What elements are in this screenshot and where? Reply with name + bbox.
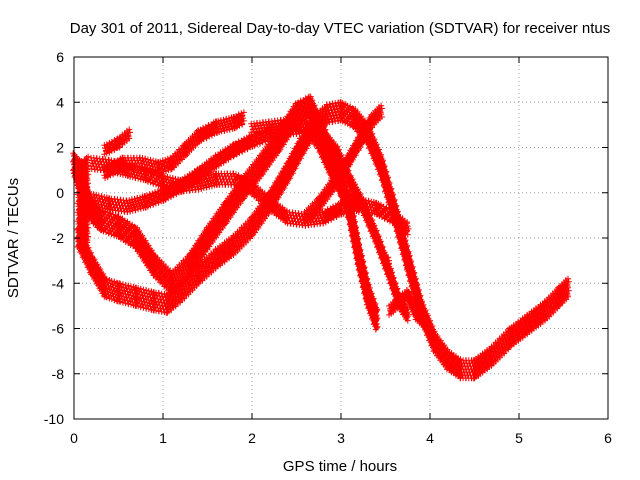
y-tick-label: -8 (52, 366, 65, 382)
data-point-cluster (79, 153, 92, 253)
data-point-cluster (266, 195, 292, 227)
data-point-cluster (248, 179, 274, 213)
y-tick-label: -6 (52, 321, 65, 337)
y-tick-label: -4 (52, 275, 65, 291)
data-point-cluster (266, 160, 292, 214)
series-9 (384, 254, 392, 267)
x-tick-label: 3 (337, 430, 345, 446)
data-point-cluster (194, 118, 221, 145)
series-4 (101, 109, 247, 181)
x-tick-label: 4 (426, 430, 434, 446)
data-point-cluster (150, 252, 176, 297)
series-10 (74, 153, 92, 253)
x-tick-label: 1 (159, 430, 167, 446)
data-point-cluster (372, 199, 399, 227)
axis-ticks: 0 1 2 3 4 5 6 -10 -8 -6 -4 -2 0 2 4 6 (44, 49, 612, 446)
data-point-cluster (132, 224, 158, 279)
data-point-cluster (203, 199, 230, 252)
y-tick-label: 4 (56, 94, 64, 110)
chart-title: Day 301 of 2011, Sidereal Day-to-day VTE… (70, 20, 611, 37)
series-5 (248, 116, 363, 215)
data-point-cluster (141, 186, 167, 211)
x-axis-label: GPS time / hours (283, 458, 397, 475)
series-6 (101, 126, 133, 158)
y-axis-label: SDTVAR / TECUs (5, 178, 22, 298)
data-point-cluster (114, 213, 141, 252)
x-tick-label: 0 (70, 430, 78, 446)
series-3 (88, 154, 412, 238)
plot-data (70, 93, 572, 382)
x-tick-label: 2 (248, 430, 256, 446)
y-tick-label: -2 (52, 230, 65, 246)
y-tick-label: 2 (56, 140, 64, 156)
series-7 (301, 102, 385, 227)
data-point-cluster (114, 126, 133, 151)
data-point-cluster (488, 325, 514, 368)
data-point-cluster (368, 102, 385, 129)
data-point-cluster (390, 209, 412, 238)
series-1 (74, 99, 572, 382)
data-point-cluster (230, 170, 256, 197)
data-point-cluster (230, 109, 247, 132)
data-point-cluster (384, 254, 392, 267)
data-point-cluster (412, 307, 430, 332)
data-point-cluster (403, 248, 425, 323)
data-point-cluster (555, 275, 572, 309)
x-tick-label: 5 (515, 430, 523, 446)
data-point-cluster (363, 281, 381, 333)
y-tick-label: 0 (56, 185, 64, 201)
data-point-cluster (230, 214, 256, 257)
data-point-cluster (88, 253, 109, 300)
x-tick-label: 6 (604, 430, 612, 446)
data-point-cluster (319, 199, 345, 227)
y-tick-label: 6 (56, 49, 64, 65)
data-point-cluster (177, 262, 203, 305)
data-point-cluster (341, 188, 363, 215)
data-point-cluster (230, 132, 256, 159)
y-tick-label: -10 (44, 411, 64, 427)
series-8 (386, 287, 430, 332)
data-point-cluster (101, 154, 127, 181)
data-point-cluster (212, 141, 238, 170)
